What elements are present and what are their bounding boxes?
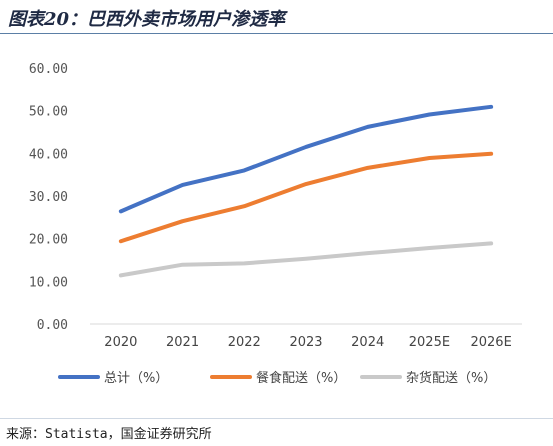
y-axis-ticks: 0.00 10.00 20.00 30.00 40.00 50.00 60.00 [29, 62, 68, 333]
x-tick-label: 2020 [104, 335, 137, 350]
y-tick-label: 20.00 [29, 233, 68, 248]
y-tick-label: 0.00 [37, 318, 68, 333]
x-tick-label: 2021 [166, 335, 199, 350]
y-tick-label: 60.00 [29, 62, 68, 77]
y-tick-label: 50.00 [29, 105, 68, 120]
legend-label-0: 总计（%） [104, 371, 168, 386]
legend-label-2: 杂货配送（%） [406, 370, 496, 386]
series-line-1 [118, 151, 494, 244]
source-note: 来源：Statista，国金证券研究所 [6, 427, 212, 442]
legend-label-1: 餐食配送（%） [256, 370, 346, 386]
y-tick-label: 10.00 [29, 275, 68, 290]
source-divider [0, 418, 553, 419]
legend: 总计（%） 餐食配送（%） 杂货配送（%） [58, 370, 496, 386]
x-axis-ticks: 2020 2021 2022 2023 2024 2025E 2026E [104, 335, 511, 350]
x-tick-label: 2022 [228, 335, 261, 350]
y-tick-label: 30.00 [29, 190, 68, 205]
y-tick-label: 40.00 [29, 147, 68, 162]
series-lines [118, 104, 494, 278]
chart-title: 图表20：巴西外卖市场用户渗透率 [8, 9, 286, 30]
series-line-2 [118, 241, 494, 278]
x-tick-label: 2026E [470, 335, 511, 350]
x-tick-label: 2023 [289, 335, 322, 350]
x-tick-label: 2024 [351, 335, 384, 350]
x-tick-label: 2025E [409, 335, 450, 350]
title-bar: 图表20：巴西外卖市场用户渗透率 [0, 0, 553, 34]
